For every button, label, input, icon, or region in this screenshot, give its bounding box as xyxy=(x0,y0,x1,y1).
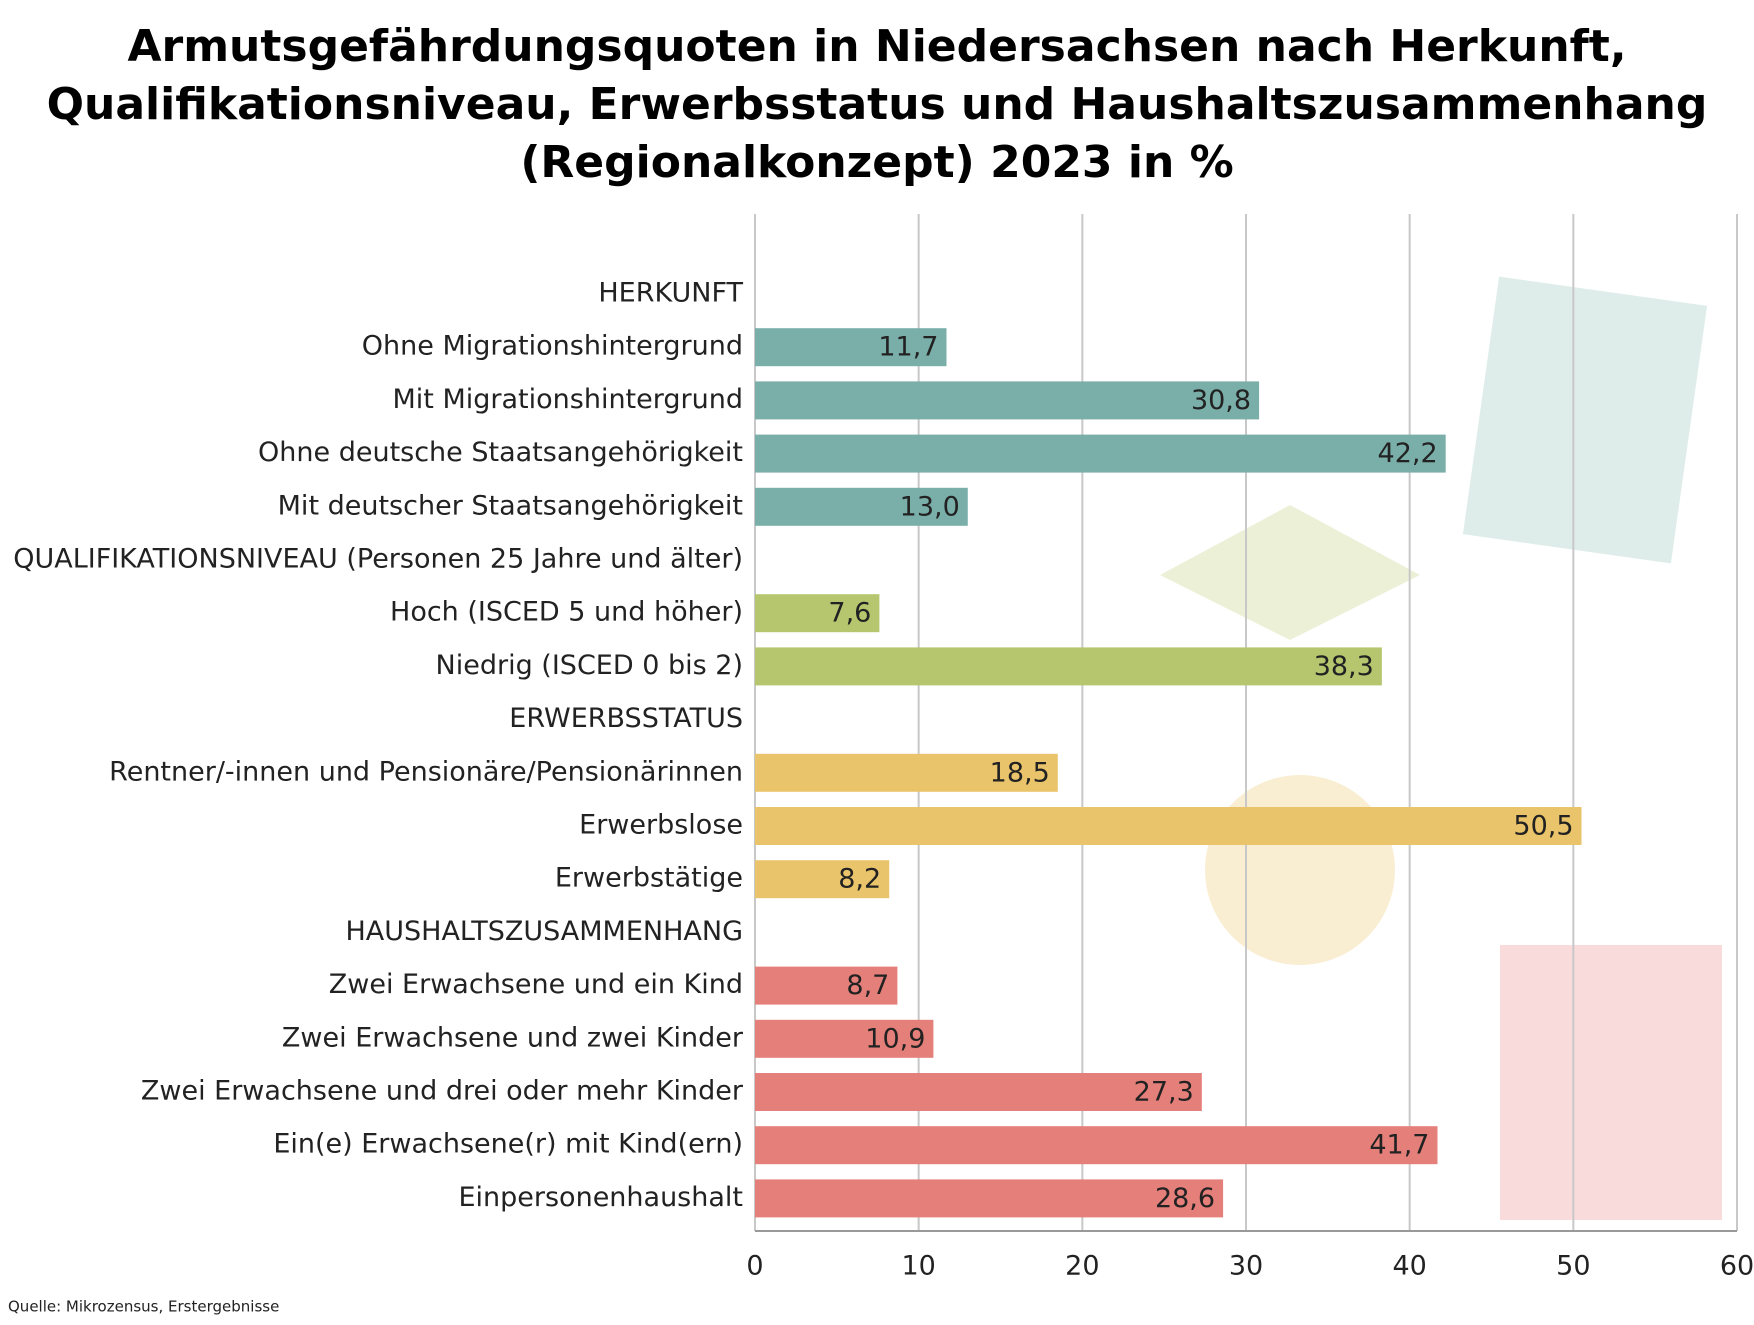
x-tick-label: 30 xyxy=(1229,1251,1263,1282)
bar xyxy=(755,807,1582,845)
bar xyxy=(755,1073,1202,1111)
bar xyxy=(755,434,1446,473)
value-label: 42,2 xyxy=(1378,438,1438,469)
value-label: 8,7 xyxy=(846,970,889,1001)
x-tick-label: 60 xyxy=(1720,1251,1754,1282)
category-label: QUALIFIKATIONSNIVEAU (Personen 25 Jahre … xyxy=(13,544,743,575)
category-label: Ohne deutsche Staatsangehörigkeit xyxy=(258,437,743,468)
category-label: HAUSHALTSZUSAMMENHANG xyxy=(345,916,743,947)
category-label: Mit Migrationshintergrund xyxy=(393,384,744,415)
value-label: 41,7 xyxy=(1369,1130,1429,1161)
x-tick-label: 0 xyxy=(746,1251,763,1282)
value-label: 27,3 xyxy=(1134,1077,1194,1108)
category-label: Hoch (ISCED 5 und höher) xyxy=(390,597,743,628)
bar xyxy=(755,753,1058,792)
category-label: Ohne Migrationshintergrund xyxy=(362,331,743,362)
category-label: Niedrig (ISCED 0 bis 2) xyxy=(436,650,743,681)
category-label: Erwerbslose xyxy=(579,810,743,841)
bar xyxy=(755,381,1260,420)
bar xyxy=(755,966,898,1005)
bar xyxy=(755,1019,934,1058)
category-label: Ein(e) Erwachsene(r) mit Kind(ern) xyxy=(273,1129,743,1160)
category-label: ERWERBSSTATUS xyxy=(509,703,743,734)
bar xyxy=(755,647,1382,686)
value-label: 38,3 xyxy=(1314,651,1374,682)
category-label: Einpersonenhaushalt xyxy=(458,1182,743,1213)
category-label: Zwei Erwachsene und zwei Kinder xyxy=(282,1022,744,1053)
value-label: 8,2 xyxy=(838,864,881,895)
chart-title: Armutsgefährdungsquoten in Niedersachsen… xyxy=(46,21,1708,188)
category-label: Zwei Erwachsene und ein Kind xyxy=(329,969,743,1000)
x-tick-label: 20 xyxy=(1065,1251,1099,1282)
bar xyxy=(755,860,890,899)
value-label: 28,6 xyxy=(1155,1183,1215,1214)
category-label: Erwerbstätige xyxy=(555,863,743,894)
value-label: 10,9 xyxy=(865,1023,925,1054)
value-label: 13,0 xyxy=(900,491,960,522)
x-tick-label: 50 xyxy=(1556,1251,1590,1282)
category-label: HERKUNFT xyxy=(598,278,743,309)
bar xyxy=(755,328,947,367)
source-note: Quelle: Mikrozensus, Erstergebnisse xyxy=(8,1298,279,1316)
bar xyxy=(755,1126,1438,1165)
value-label: 18,5 xyxy=(990,757,1050,788)
value-label: 7,6 xyxy=(828,598,871,629)
bar xyxy=(755,487,968,526)
category-label: Mit deutscher Staatsangehörigkeit xyxy=(278,490,743,521)
bar xyxy=(755,1179,1224,1218)
category-label: Zwei Erwachsene und drei oder mehr Kinde… xyxy=(141,1076,744,1107)
value-label: 11,7 xyxy=(878,332,938,363)
x-tick-label: 40 xyxy=(1392,1251,1426,1282)
category-label: Rentner/-innen und Pensionäre/Pensionäri… xyxy=(109,756,743,787)
value-label: 50,5 xyxy=(1513,811,1573,842)
value-label: 30,8 xyxy=(1191,385,1251,416)
bar xyxy=(755,594,880,633)
x-tick-label: 10 xyxy=(901,1251,935,1282)
